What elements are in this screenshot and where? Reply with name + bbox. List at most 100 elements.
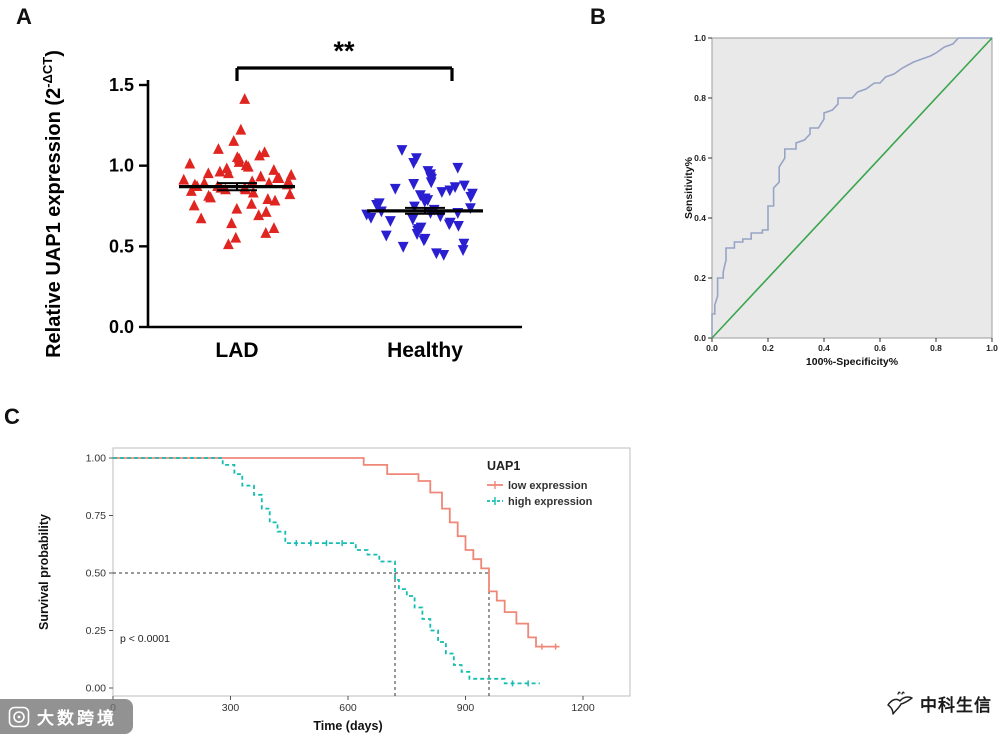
b-roc-curve xyxy=(711,37,992,338)
a-data-point-lad xyxy=(269,194,281,206)
b-x-tick-label: 0.4 xyxy=(818,343,830,353)
a-data-point-lad xyxy=(246,197,257,209)
a-data-point-healthy xyxy=(458,180,470,192)
a-data-point-lad xyxy=(178,173,190,185)
a-y-tick-label: 1.0 xyxy=(109,156,134,176)
a-data-point-lad xyxy=(233,156,245,167)
a-group-label: Healthy xyxy=(387,339,463,362)
a-data-point-healthy xyxy=(443,219,455,231)
a-data-point-healthy xyxy=(408,158,420,169)
b-x-tick-label: 0.0 xyxy=(706,343,718,353)
a-data-point-lad xyxy=(228,135,240,146)
b-x-tick-label: 1.0 xyxy=(986,343,998,353)
c-plot-area xyxy=(112,447,631,697)
kaplan-meier-plot: 030060090012000.000.250.500.751.00UAP1lo… xyxy=(37,447,631,733)
a-data-point-lad xyxy=(185,185,197,196)
a-data-point-healthy xyxy=(436,187,448,198)
c-y-tick-label: 0.00 xyxy=(86,683,107,695)
a-data-point-lad xyxy=(253,209,265,221)
a-y-tick-label: 0.5 xyxy=(109,236,134,256)
a-data-point-lad xyxy=(242,160,254,172)
a-data-point-healthy xyxy=(449,182,461,194)
a-data-point-lad xyxy=(230,231,242,243)
c-y-tick-label: 1.00 xyxy=(86,453,107,465)
a-data-point-healthy xyxy=(371,199,382,211)
bird-icon xyxy=(887,691,913,715)
a-data-point-lad xyxy=(260,227,272,238)
a-data-point-healthy xyxy=(452,162,464,174)
b-reference-diagonal xyxy=(711,37,993,339)
a-y-axis-label: Relative UAP1 expression (2-ΔCT) xyxy=(40,50,65,358)
c-x-tick-label: 300 xyxy=(222,702,240,714)
a-data-point-healthy xyxy=(414,190,426,202)
a-data-point-healthy xyxy=(365,212,377,224)
c-legend-title: UAP1 xyxy=(487,459,520,473)
roc-curve-plot: 0.0 0.2 0.4 0.6 0.8 1.0 0.0 0.2 0.4 0.6 0.8 1.0 100%… xyxy=(683,33,998,368)
c-legend-label: low expression xyxy=(508,480,588,492)
b-y-tick-label: 0.2 xyxy=(694,273,706,283)
a-data-point-lad xyxy=(239,93,251,104)
panel-label-b: B xyxy=(590,4,606,29)
a-data-point-healthy xyxy=(389,183,401,195)
a-data-point-lad xyxy=(220,183,231,195)
watermark-right-text: 中科生信 xyxy=(920,695,992,715)
a-data-point-lad xyxy=(202,167,214,179)
c-y-axis-label: Survival probability xyxy=(37,514,51,630)
watermark-left-text: 大数跨境 xyxy=(37,709,117,728)
aperture-icon xyxy=(8,706,30,727)
a-data-point-healthy xyxy=(407,214,419,226)
a-data-point-lad xyxy=(188,199,200,211)
a-data-point-healthy xyxy=(425,177,437,189)
a-y-tick-label: 0.0 xyxy=(109,317,134,337)
panel-label-c: C xyxy=(4,404,20,429)
a-data-point-lad xyxy=(255,170,267,182)
a-data-point-lad xyxy=(231,202,243,214)
a-data-point-healthy xyxy=(419,196,431,208)
b-x-tick-label: 0.8 xyxy=(930,343,942,353)
c-x-tick-label: 1200 xyxy=(571,702,595,714)
c-km-curve-high xyxy=(113,457,540,685)
a-data-point-healthy xyxy=(418,235,430,247)
a-data-point-lad xyxy=(226,217,237,229)
c-legend-label: high expression xyxy=(508,496,593,508)
a-data-point-lad xyxy=(272,172,283,183)
c-y-tick-label: 0.50 xyxy=(86,568,107,580)
b-y-tick-label: 0.0 xyxy=(694,333,706,343)
watermark-left: 大数跨境 xyxy=(0,699,133,734)
a-data-point-lad xyxy=(195,212,207,224)
a-data-point-healthy xyxy=(457,245,469,256)
b-y-tick-label: 0.4 xyxy=(694,213,706,223)
scatter-plot-uap1-expression: 0.0 0.5 1.0 1.5 LAD Healthy ** Relative UAP1 ex… xyxy=(40,36,522,362)
c-y-tick-label: 0.25 xyxy=(86,625,107,637)
watermark-right: 中科生信 xyxy=(885,690,992,716)
a-data-point-lad xyxy=(223,167,234,179)
a-data-point-lad xyxy=(240,183,251,195)
a-data-point-lad xyxy=(205,191,216,203)
a-data-point-healthy xyxy=(380,230,392,242)
b-y-axis-label: Sensitivity% xyxy=(683,156,695,219)
a-data-point-healthy xyxy=(458,238,470,250)
a-data-point-healthy xyxy=(384,216,396,227)
b-x-tick-label: 0.6 xyxy=(874,343,886,353)
panel-label-a: A xyxy=(16,4,32,29)
b-y-tick-label: 1.0 xyxy=(694,33,706,43)
a-data-point-lad xyxy=(262,193,274,204)
a-data-point-lad xyxy=(213,143,224,154)
a-data-point-healthy xyxy=(438,250,450,261)
a-data-point-lad xyxy=(214,165,226,177)
b-y-tick-label: 0.6 xyxy=(694,153,706,163)
c-y-tick-label: 0.75 xyxy=(86,510,107,522)
c-km-curve-low xyxy=(113,457,560,648)
a-significance-stars: ** xyxy=(333,36,355,66)
a-data-point-lad xyxy=(235,123,247,135)
a-data-point-healthy xyxy=(396,145,408,156)
a-data-point-lad xyxy=(247,186,259,198)
a-data-point-healthy xyxy=(465,191,477,203)
a-data-point-healthy xyxy=(408,179,420,190)
b-x-axis-label: 100%-Specificity% xyxy=(806,356,899,368)
c-pvalue-annotation: p < 0.0001 xyxy=(120,633,170,645)
a-data-point-lad xyxy=(260,206,272,217)
a-data-point-lad xyxy=(184,157,196,169)
a-data-point-healthy xyxy=(411,229,423,240)
a-data-point-healthy xyxy=(397,241,409,253)
